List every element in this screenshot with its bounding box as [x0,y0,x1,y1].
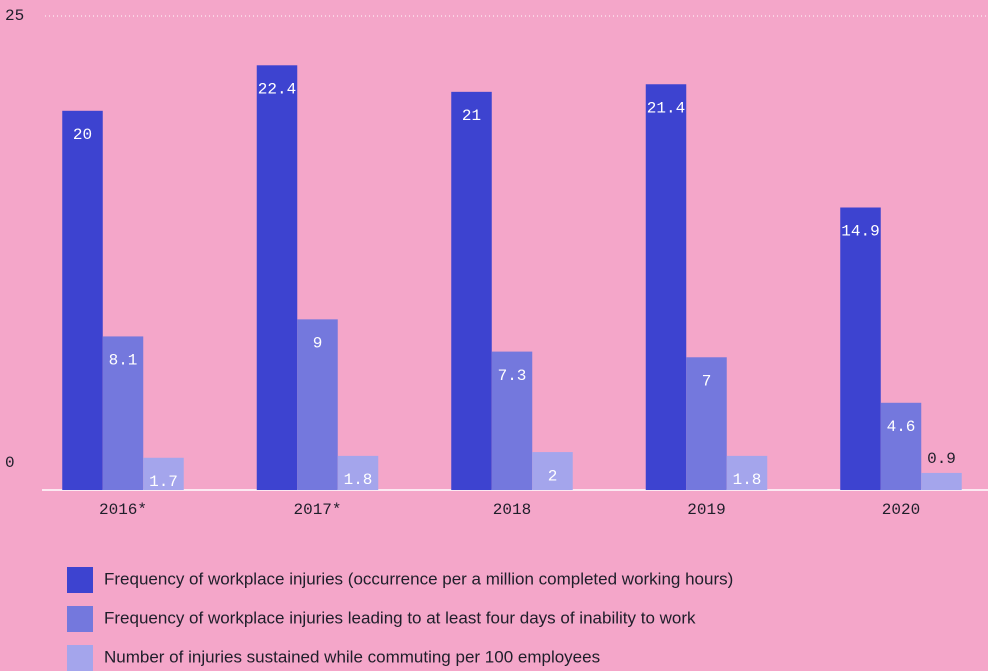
data-label: 8.1 [109,352,138,370]
data-label: 4.6 [887,418,916,436]
legend-label: Number of injuries sustained while commu… [104,647,600,666]
data-label: 2 [548,467,558,485]
x-tick-label: 2017* [293,501,341,519]
x-tick-label: 2020 [882,501,920,519]
legend-swatch [67,645,93,671]
bar [337,455,379,490]
bar [297,319,338,490]
legend-swatch [67,606,93,632]
legend-label: Frequency of workplace injuries leading … [104,608,696,627]
x-tick-label: 2016* [99,501,147,519]
data-label: 0.9 [927,450,956,468]
data-label: 20 [73,126,92,144]
data-label: 14.9 [841,223,879,241]
y-tick-label: 0 [5,454,15,472]
x-tick-label: 2018 [493,501,531,519]
bar [256,65,298,491]
bar [880,402,922,490]
data-label: 21 [462,107,481,125]
data-label: 21.4 [647,99,685,117]
x-tick-label: 2019 [687,501,725,519]
data-label: 1.8 [733,471,762,489]
bar [102,336,144,490]
data-label: 9 [313,335,323,353]
legend-label: Frequency of workplace injuries (occurre… [104,569,733,588]
data-label: 7.3 [498,367,527,385]
bar [686,357,727,490]
data-label: 1.8 [344,471,373,489]
data-label: 22.4 [258,81,296,99]
bar [451,91,492,490]
bar [62,110,103,491]
bar [143,457,184,490]
bar [532,452,573,490]
bar [645,84,687,491]
data-label: 7 [702,372,712,390]
legend-swatch [67,567,93,593]
bar [726,455,768,490]
bar [491,351,533,490]
y-tick-label: 25 [5,7,24,25]
bar [840,207,881,490]
data-label: 1.7 [149,473,178,491]
bar [921,472,962,490]
